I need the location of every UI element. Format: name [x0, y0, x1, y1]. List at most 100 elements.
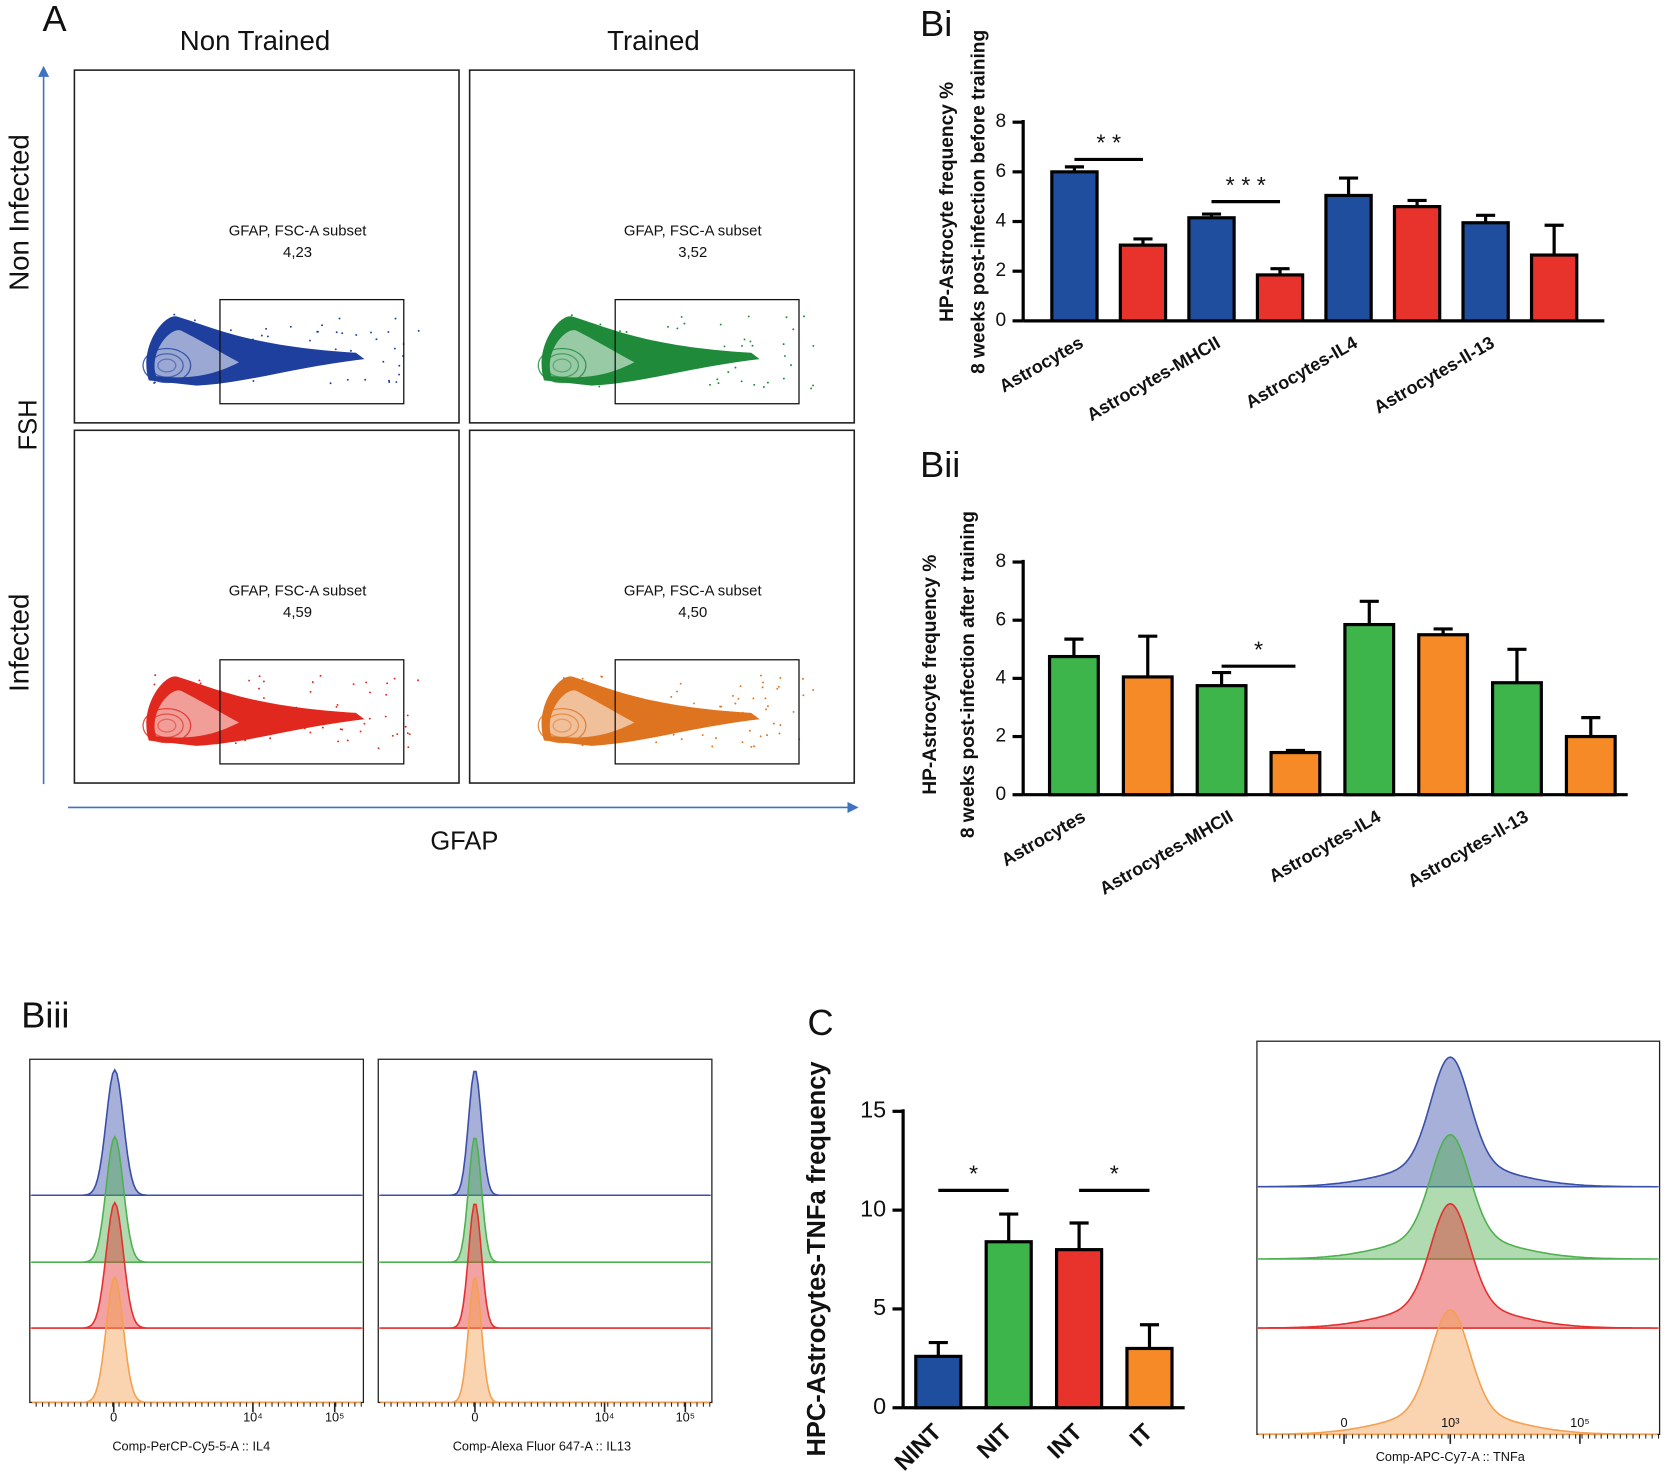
- event-dot: [391, 734, 394, 737]
- density-ring: [142, 708, 192, 744]
- x-tick-label: Astrocytes-MHCII: [1096, 806, 1236, 899]
- density-ring: [142, 347, 192, 384]
- event-dot: [778, 732, 781, 735]
- event-dot: [396, 733, 399, 736]
- event-dot: [776, 687, 779, 690]
- event-dot: [759, 735, 762, 738]
- y-tick-label: 0: [996, 784, 1007, 805]
- event-dot: [753, 383, 756, 386]
- event-dot: [341, 728, 344, 731]
- gate-value: 3,52: [678, 245, 707, 261]
- bar: [1050, 170, 1099, 323]
- bar: [1461, 221, 1510, 323]
- event-dot: [751, 344, 754, 347]
- x-tick-label: Astrocytes-IL4: [1265, 806, 1384, 886]
- histogram-frame: [29, 1058, 365, 1404]
- flow-plot-frame: [468, 69, 856, 424]
- event-dot: [680, 315, 683, 318]
- gate-label: GFAP, FSC-A subset: [229, 584, 368, 600]
- x-tick-label: IT: [1124, 1418, 1158, 1452]
- event-dot: [229, 329, 232, 332]
- density-ring: [157, 718, 177, 733]
- x-tick-label: Astrocytes: [996, 332, 1087, 396]
- event-dot: [395, 381, 398, 383]
- event-dot: [792, 328, 795, 331]
- x-tick-label: 10⁵: [325, 1410, 344, 1425]
- event-dot: [370, 331, 372, 334]
- flow-plot-frame: [73, 429, 460, 784]
- event-dot: [321, 324, 324, 327]
- event-dot: [359, 730, 362, 733]
- bar: [1269, 750, 1322, 797]
- x-tick-label: Astrocytes-Il-13: [1404, 806, 1531, 891]
- event-dot: [269, 737, 272, 740]
- event-dot: [368, 717, 371, 720]
- event-dot: [252, 380, 255, 382]
- y-tick-label: 0: [873, 1393, 886, 1419]
- event-dot: [749, 340, 752, 343]
- event-dot: [309, 731, 312, 734]
- density-ring: [537, 347, 587, 384]
- significance-label: *: [969, 1161, 978, 1187]
- event-dot: [406, 732, 409, 735]
- panel-label: Bi: [920, 3, 952, 44]
- y-tick-label: 6: [996, 161, 1007, 182]
- event-dot: [723, 345, 726, 348]
- x-tick-label: NINT: [889, 1418, 946, 1475]
- event-dot: [339, 728, 342, 731]
- event-dot: [741, 741, 744, 744]
- event-dot: [337, 740, 340, 743]
- event-dot: [363, 722, 366, 725]
- event-dot: [336, 703, 339, 706]
- bar: [1118, 243, 1168, 323]
- histogram-curve: [1258, 1056, 1658, 1188]
- event-dot: [743, 338, 746, 341]
- event-dot: [387, 331, 390, 333]
- gate-value: 4,50: [678, 605, 707, 621]
- event-dot: [679, 682, 682, 685]
- event-dot: [262, 697, 265, 700]
- event-dot: [234, 742, 237, 745]
- event-dot: [352, 683, 355, 686]
- event-dot: [262, 680, 265, 683]
- event-dot: [810, 387, 813, 390]
- y-axis-label: FSH: [15, 399, 43, 450]
- gate: [219, 298, 405, 405]
- bar: [1490, 681, 1543, 797]
- event-dot: [812, 384, 814, 387]
- event-dot: [417, 679, 420, 682]
- significance-label: * *: [1096, 130, 1121, 156]
- event-dot: [731, 694, 734, 697]
- event-dot: [670, 695, 673, 698]
- row-header: Infected: [4, 594, 35, 692]
- density-ring: [545, 713, 580, 738]
- bar: [1529, 253, 1579, 323]
- bar: [914, 1354, 963, 1410]
- event-dot: [772, 722, 775, 725]
- histogram-curve: [31, 1275, 362, 1404]
- event-dot: [655, 741, 658, 744]
- event-dot: [812, 344, 815, 347]
- event-dot: [676, 327, 679, 330]
- event-dot: [782, 377, 785, 380]
- event-dot: [783, 355, 786, 358]
- panel-label: C: [808, 1002, 834, 1043]
- density-ring: [545, 353, 580, 378]
- x-tick-label: 10³: [1441, 1415, 1459, 1430]
- y-axis-label: HP-Astrocyte frequency %: [937, 82, 958, 322]
- bar: [1047, 654, 1100, 797]
- x-tick-label: Astrocytes-MHCII: [1083, 332, 1223, 425]
- y-tick-label: 2: [996, 726, 1007, 747]
- event-dot: [714, 737, 717, 740]
- x-tick-label: Astrocytes-Il-13: [1370, 332, 1497, 417]
- y-tick-label: 8: [996, 111, 1007, 132]
- event-dot: [407, 746, 410, 749]
- event-dot: [398, 373, 401, 376]
- event-dot: [404, 725, 407, 728]
- event-dot: [667, 325, 669, 328]
- x-axis-label: Comp-APC-Cy7-A :: TNFa: [1376, 1449, 1526, 1464]
- density-ring: [552, 718, 572, 733]
- y-tick-label: 2: [996, 260, 1007, 281]
- x-tick-label: Astrocytes-IL4: [1242, 332, 1361, 412]
